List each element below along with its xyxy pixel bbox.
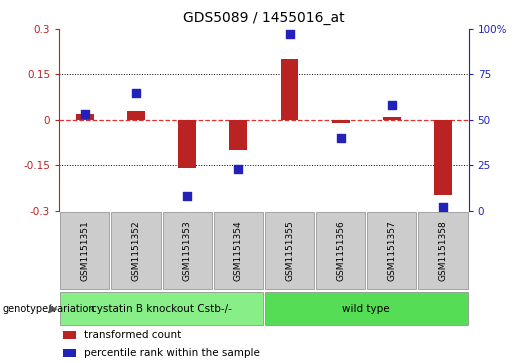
Point (388, 102, 396, 108)
Point (234, 166, 243, 172)
Text: GSM1151357: GSM1151357 (387, 220, 397, 281)
Point (285, 32, 294, 37)
Text: GSM1151356: GSM1151356 (336, 220, 345, 281)
Title: GDS5089 / 1455016_at: GDS5089 / 1455016_at (183, 11, 345, 25)
Bar (178, 120, 196, 168)
Text: ▶: ▶ (49, 303, 58, 314)
Text: GSM1151352: GSM1151352 (131, 220, 141, 281)
Text: percentile rank within the sample: percentile rank within the sample (84, 348, 260, 358)
Bar (60, 212, 109, 289)
Bar (265, 292, 468, 325)
Bar (383, 117, 401, 120)
Bar (214, 212, 263, 289)
Bar (434, 120, 452, 195)
Text: transformed count: transformed count (84, 330, 181, 340)
Text: GSM1151358: GSM1151358 (439, 220, 448, 281)
Point (81, 111, 89, 117)
Bar (163, 212, 212, 289)
Text: cystatin B knockout Cstb-/-: cystatin B knockout Cstb-/- (91, 303, 232, 314)
Bar (316, 212, 365, 289)
Text: GSM1151354: GSM1151354 (234, 220, 243, 281)
Bar (60, 292, 263, 325)
Point (337, 135, 345, 141)
Text: GSM1151353: GSM1151353 (183, 220, 192, 281)
Point (132, 90, 140, 95)
Text: genotype/variation: genotype/variation (3, 303, 95, 314)
Bar (419, 212, 468, 289)
Bar (229, 120, 247, 150)
Point (183, 193, 191, 199)
Bar (265, 212, 314, 289)
Bar (76, 114, 94, 120)
Bar (332, 120, 350, 123)
Point (439, 204, 447, 210)
Bar (63, 331, 76, 339)
Text: wild type: wild type (342, 303, 390, 314)
Text: GSM1151355: GSM1151355 (285, 220, 294, 281)
Bar (281, 59, 299, 120)
Bar (111, 212, 161, 289)
Bar (63, 349, 76, 357)
Text: GSM1151351: GSM1151351 (80, 220, 89, 281)
Bar (127, 111, 145, 120)
Bar (367, 212, 417, 289)
